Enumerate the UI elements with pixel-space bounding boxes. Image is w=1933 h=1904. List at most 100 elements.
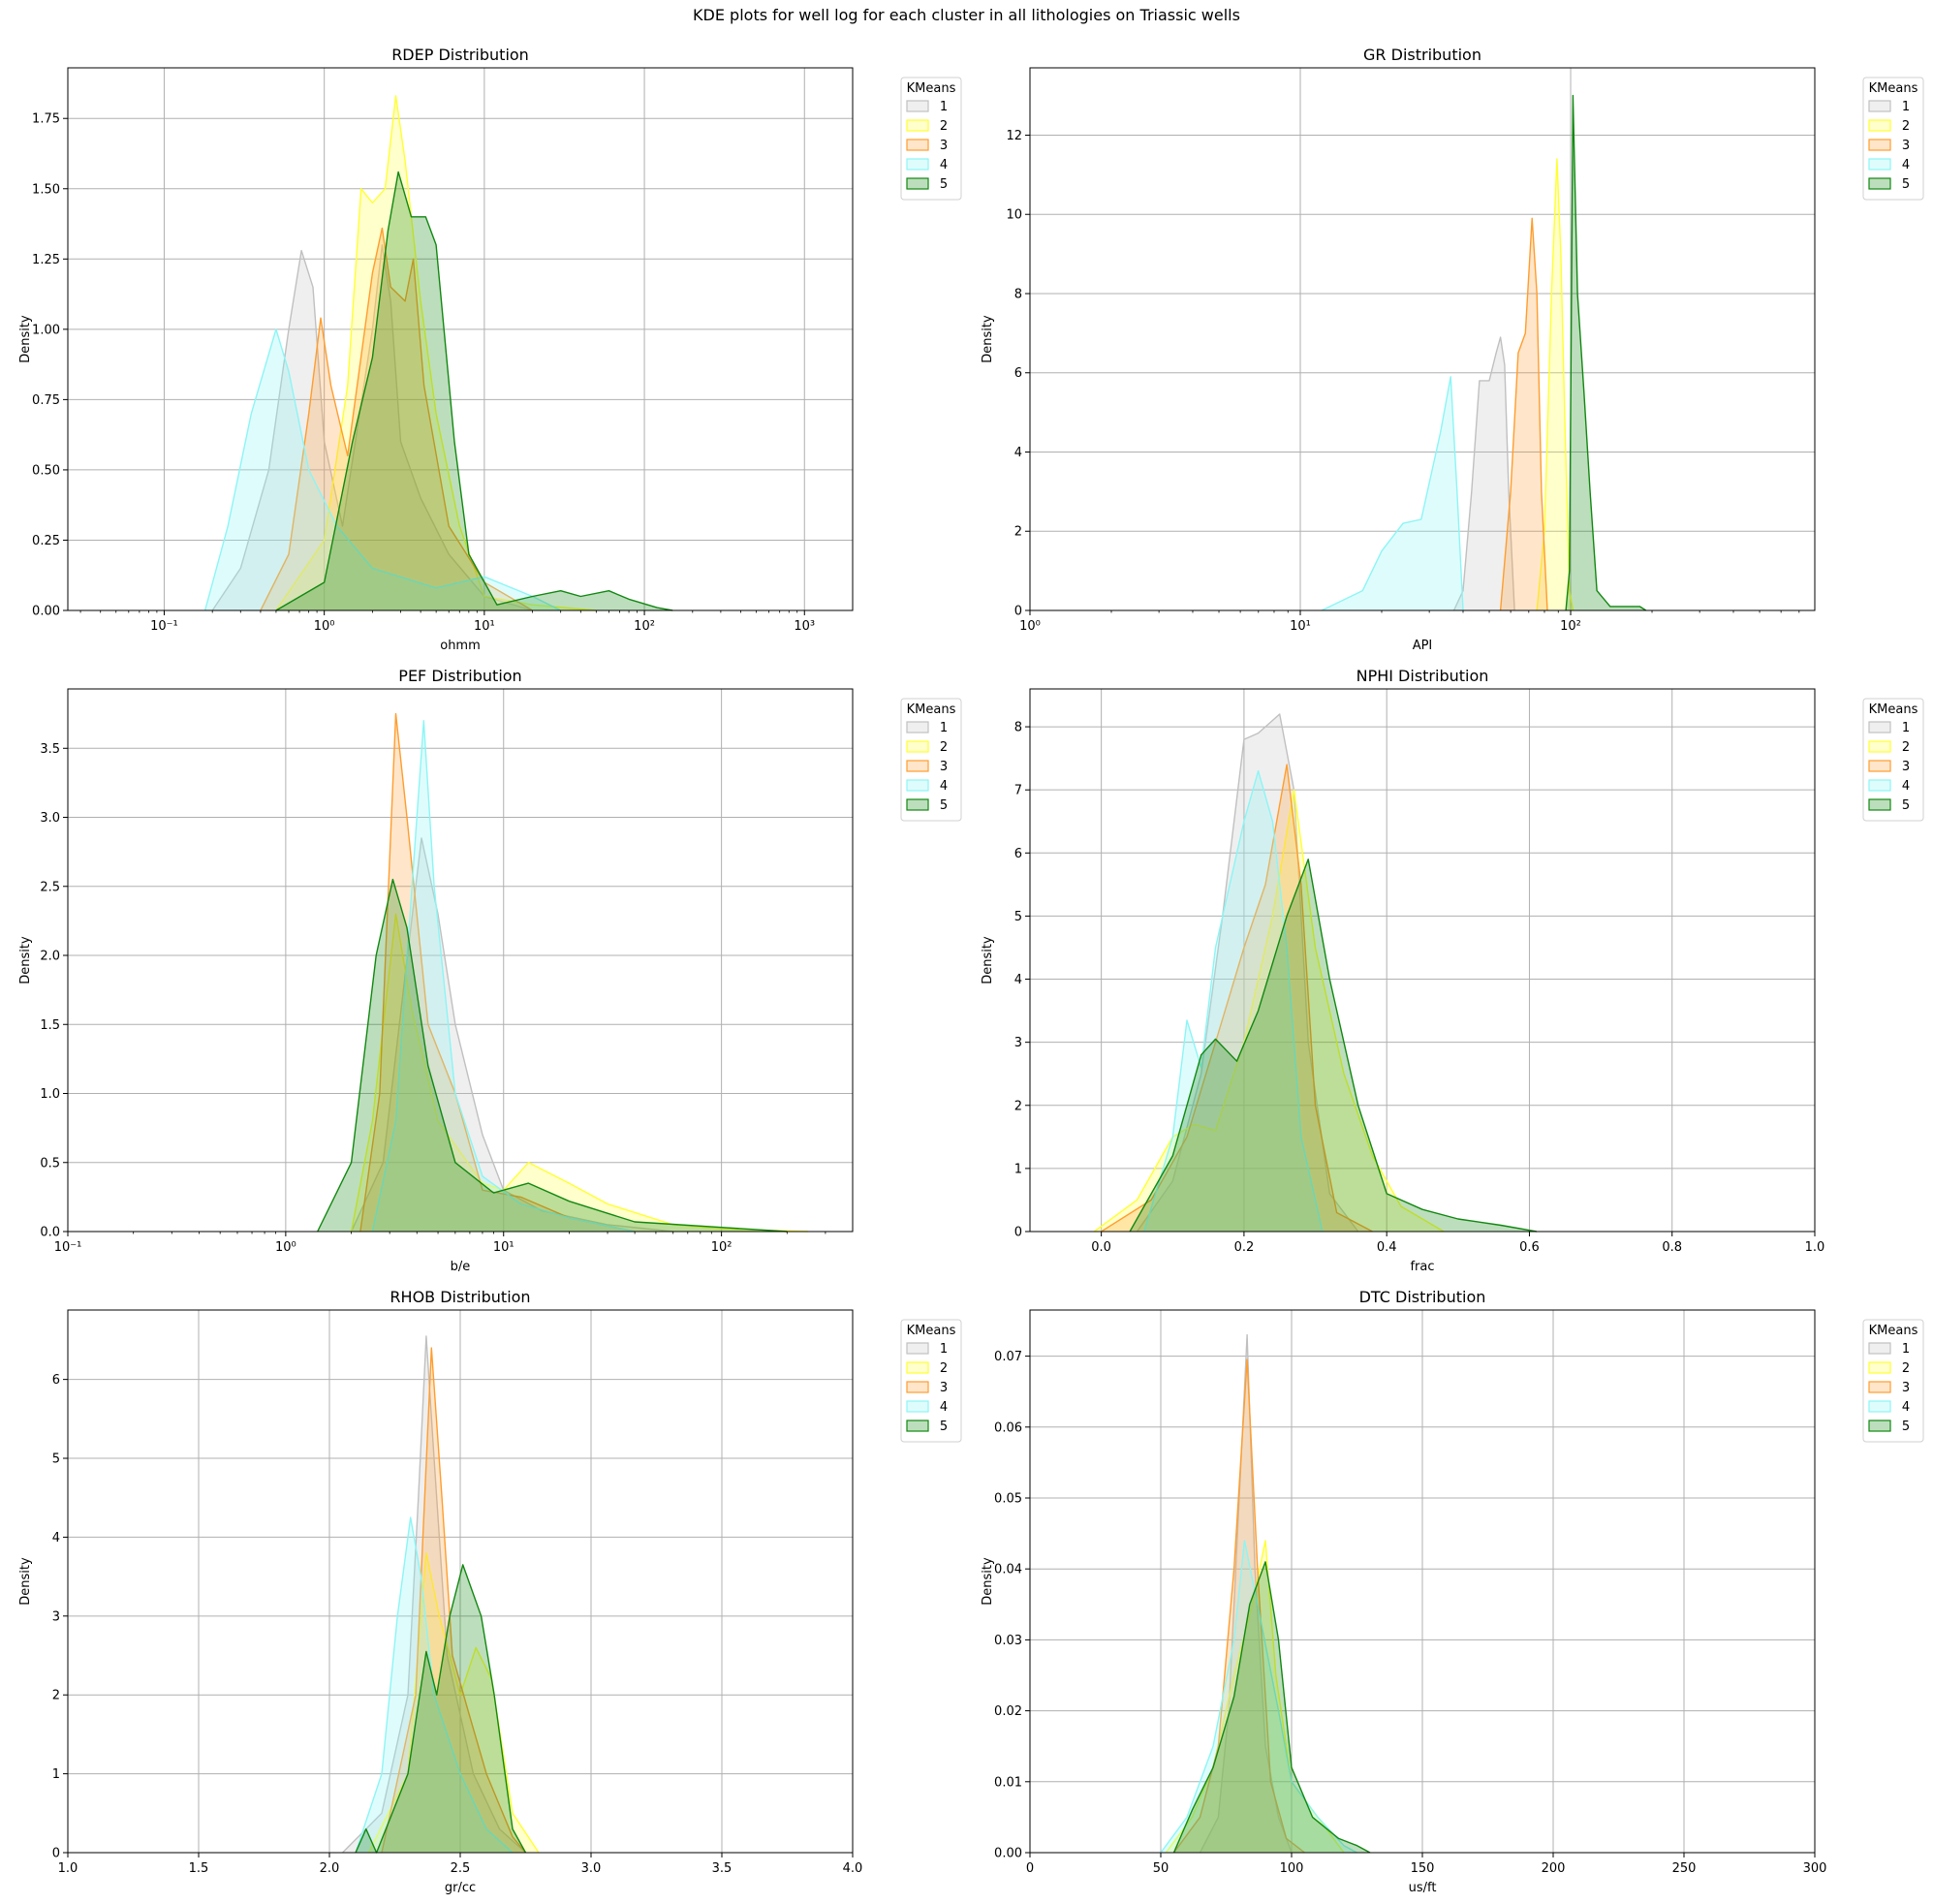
tick-label-y: 1.75 [32,112,60,127]
y-axis-label: Density [18,315,33,363]
kde-line-cluster-1 [1452,336,1515,611]
kde-line-cluster-3 [1101,764,1373,1233]
tick-label-y: 8 [1014,721,1022,735]
kde-fill-cluster-2 [368,1552,539,1853]
tick-label-x: 10¹ [474,619,495,634]
tick-label-x: 0.0 [1091,1240,1111,1255]
kde-fill-cluster-5 [1173,1561,1370,1853]
tick-label-x: 10¹ [493,1240,514,1255]
legend-label-cluster-1: 1 [1902,1342,1910,1357]
legend-swatch-cluster-5 [1868,1420,1891,1432]
tick-label-y: 0.04 [994,1563,1022,1577]
chart-title: DTC Distribution [1359,1288,1486,1306]
tick-label-x: 2.0 [320,1861,340,1876]
kde-line-cluster-4 [1321,376,1464,611]
tick-label-y: 0.5 [40,1156,60,1170]
tick-label-x: 50 [1153,1861,1169,1876]
legend-swatch-cluster-2 [1868,119,1891,132]
tick-label-x: 10² [1560,619,1581,634]
legend-title: KMeans [907,702,956,717]
kde-fill-cluster-5 [275,172,673,610]
tick-label-y: 5 [1014,910,1022,924]
tick-label-x: 1.0 [1805,1240,1825,1255]
tick-label-x: 200 [1542,1861,1566,1876]
kde-line-cluster-4 [1160,1540,1357,1854]
chart-title: PEF Distribution [398,667,521,685]
x-axis-label: frac [1410,1260,1434,1274]
kde-line-cluster-2 [1536,158,1574,611]
legend-swatch-cluster-1 [906,100,929,112]
legend-label-cluster-1: 1 [1902,721,1910,735]
tick-label-y: 1 [1014,1162,1022,1176]
legend-swatch-cluster-3 [906,760,929,772]
legend-swatch-cluster-4 [1868,158,1891,171]
legend-swatch-cluster-1 [1868,100,1891,112]
legend-swatch-cluster-4 [1868,1400,1891,1413]
legend-swatch-cluster-1 [1868,1342,1891,1355]
legend-label-cluster-5: 5 [1902,177,1910,192]
tick-label-y: 5 [52,1452,60,1467]
y-axis-label: Density [981,936,995,984]
legend: KMeans 1 2 3 4 5 [900,77,962,201]
tick-label-y: 1.0 [40,1087,60,1102]
legend-label-cluster-4: 4 [940,779,948,794]
kde-fill-cluster-1 [342,1335,526,1853]
legend-label-cluster-2: 2 [1902,740,1910,755]
legend-label-cluster-3: 3 [940,1381,948,1395]
tick-label-y: 3 [1014,1036,1022,1050]
kde-fill-cluster-4 [356,1517,513,1853]
kde-fill-cluster-3 [1500,218,1547,611]
kde-line-cluster-5 [1565,94,1647,611]
kde-fill-cluster-4 [1322,376,1463,610]
tick-label-y: 2.5 [40,880,60,894]
chart-panel-4: 0.0 0.2 0.4 0.6 0.8 1.0 0 1 2 3 4 5 6 7 8 NPHI Distribu… [981,667,1924,1274]
tick-label-x: 10⁰ [1019,619,1041,634]
legend-label-cluster-5: 5 [940,177,948,192]
legend-label-cluster-1: 1 [940,1342,948,1357]
tick-label-y: 1.00 [32,323,60,337]
legend-title: KMeans [1869,1324,1918,1338]
legend-label-cluster-1: 1 [940,721,948,735]
legend-title: KMeans [907,81,956,96]
kde-fill-cluster-5 [1566,95,1646,611]
axes-frame [67,67,854,611]
tick-label-x: 10⁻¹ [54,1240,82,1255]
legend-swatch-cluster-5 [906,1420,929,1432]
legend-label-cluster-3: 3 [940,139,948,153]
tick-label-y: 0.25 [32,534,60,548]
tick-label-y: 1 [52,1767,60,1782]
kde-line-cluster-1 [1136,713,1359,1233]
tick-label-x: 10⁰ [314,619,335,634]
chart-panel-6: 0 50 100 150 200 250 300 0.00 0.01 0.02 0.03 0.04 0.… [981,1288,1924,1895]
legend-title: KMeans [1869,702,1918,717]
tick-label-y: 6 [1014,366,1022,381]
tick-label-x: 0.2 [1234,1240,1255,1255]
x-axis-label: us/ft [1409,1881,1437,1895]
tick-label-y: 0.05 [994,1491,1022,1506]
y-axis-label: Density [18,936,33,984]
legend-label-cluster-2: 2 [1902,1361,1910,1376]
kde-line-cluster-5 [1129,858,1537,1233]
tick-label-x: 10² [634,619,655,634]
tick-label-y: 0 [1014,605,1022,619]
tick-label-y: 0.75 [32,393,60,408]
tick-label-x: 3.0 [581,1861,602,1876]
tick-label-x: 0 [1026,1861,1034,1876]
tick-label-y: 2.0 [40,950,60,964]
legend-label-cluster-3: 3 [940,760,948,774]
kde-line-cluster-3 [1172,1358,1305,1854]
legend-swatch-cluster-4 [1868,779,1891,792]
kde-line-cluster-1 [211,244,533,611]
chart-title: NPHI Distribution [1356,667,1489,685]
legend-title: KMeans [907,1324,956,1338]
x-axis-label: ohmm [440,639,481,653]
kde-fill-cluster-3 [1173,1359,1305,1853]
tick-label-y: 2 [52,1689,60,1703]
tick-label-x: 10⁰ [275,1240,296,1255]
kde-fill-cluster-4 [372,720,636,1232]
tick-label-y: 8 [1014,287,1022,301]
legend-swatch-cluster-2 [906,119,929,132]
legend-swatch-cluster-3 [906,1381,929,1393]
tick-label-y: 0.0 [40,1226,60,1240]
tick-label-y: 1.50 [32,182,60,197]
